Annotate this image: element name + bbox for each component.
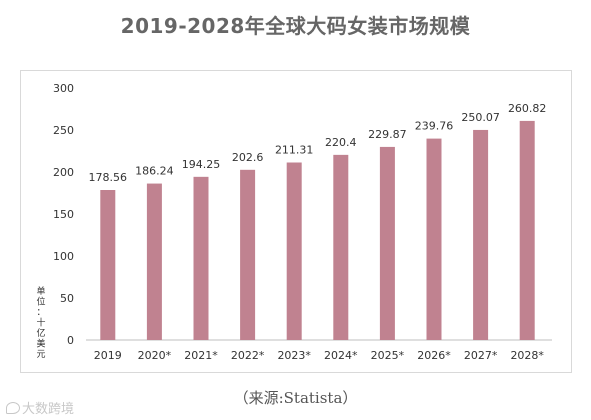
chart-axes: 0 50 100 150 200 250 300 单位：十亿美元 [36,82,552,360]
y-tick-label: 100 [53,250,74,263]
y-tick-label: 200 [53,166,74,179]
y-tick-label: 300 [53,82,74,95]
bar [286,162,302,340]
x-tick-label: 2022* [231,349,265,362]
watermark-text: 大数跨境 [22,402,75,417]
data-label: 250.07 [461,111,500,124]
data-label: 211.31 [275,143,314,156]
y-tick-label: 150 [53,208,74,221]
data-label: 178.56 [89,171,128,184]
x-tick-label: 2019 [94,349,122,362]
y-tick-label: 0 [67,334,74,347]
x-tick-label: 2020* [138,349,172,362]
data-label: 202.6 [232,151,264,164]
x-tick-label: 2021* [184,349,218,362]
bar [146,183,162,340]
bar [193,176,209,340]
chart-bars [100,120,535,341]
bar [519,120,535,341]
chart-labels: 178.56 2019 186.24 2020* 194.25 2021* 202.6 202… [89,102,547,362]
bar [240,169,256,340]
x-tick-label: 2026* [417,349,451,362]
x-tick-label: 2024* [324,349,358,362]
data-label: 186.24 [135,165,174,178]
watermark: 大数跨境 [6,398,74,417]
data-label: 194.25 [182,158,221,171]
data-label: 239.76 [415,120,454,133]
bar [100,190,116,340]
data-label: 229.87 [368,128,407,141]
bar [426,138,442,340]
bar [473,129,489,340]
source-note: （来源:Statista） [233,389,358,407]
x-tick-label: 2027* [464,349,498,362]
bar [333,154,349,340]
chat-bubble-icon [6,401,20,414]
y-tick-label: 250 [53,124,74,137]
x-tick-label: 2025* [371,349,405,362]
chart-title: 2019-2028年全球大码女装市场规模 [120,14,471,38]
y-tick-label: 50 [60,292,74,305]
y-axis-label: 单位：十亿美元 [36,285,45,360]
x-tick-label: 2028* [510,349,544,362]
data-label: 220.4 [325,136,357,149]
data-label: 260.82 [508,102,547,115]
x-tick-label: 2023* [277,349,311,362]
bar [379,146,395,340]
